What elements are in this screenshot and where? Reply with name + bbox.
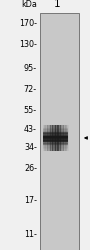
Bar — [55, 125, 56, 151]
Bar — [43, 131, 68, 132]
Bar — [43, 146, 68, 147]
Bar — [43, 130, 68, 131]
Bar — [57, 125, 58, 151]
Bar — [43, 129, 68, 130]
Bar — [63, 125, 64, 151]
Text: 34-: 34- — [24, 143, 37, 152]
Text: 43-: 43- — [24, 125, 37, 134]
Bar — [43, 146, 68, 147]
Bar — [43, 125, 44, 151]
Text: 11-: 11- — [24, 230, 37, 239]
Bar — [43, 125, 68, 126]
Bar — [50, 125, 51, 151]
Bar — [58, 125, 59, 151]
Bar — [43, 142, 68, 143]
Bar — [65, 125, 66, 151]
Bar — [62, 125, 63, 151]
Bar — [43, 138, 68, 139]
Text: 17-: 17- — [24, 196, 37, 205]
Bar — [43, 141, 68, 142]
Bar — [47, 125, 48, 151]
Bar — [43, 124, 68, 125]
Bar — [43, 129, 68, 130]
Bar — [43, 128, 68, 129]
Bar — [43, 149, 68, 150]
Text: 130-: 130- — [19, 40, 37, 49]
Bar — [43, 134, 68, 135]
Bar — [43, 127, 68, 128]
Bar — [59, 125, 60, 151]
Bar — [53, 125, 54, 151]
Bar — [51, 125, 52, 151]
Bar — [52, 125, 53, 151]
Bar — [67, 125, 68, 151]
Bar — [43, 150, 68, 151]
Bar — [64, 125, 65, 151]
Bar — [45, 125, 46, 151]
Bar — [61, 125, 62, 151]
Bar — [66, 125, 67, 151]
Bar — [54, 125, 55, 151]
Bar — [43, 134, 68, 135]
Bar — [43, 143, 68, 144]
Bar — [43, 141, 68, 142]
Bar — [43, 136, 68, 137]
Text: 1: 1 — [53, 0, 60, 9]
Bar — [55, 125, 56, 151]
Bar — [60, 125, 61, 151]
Text: 72-: 72- — [24, 85, 37, 94]
Bar — [44, 125, 45, 151]
Bar — [43, 145, 68, 146]
Text: kDa: kDa — [21, 0, 37, 9]
Bar — [45, 125, 46, 151]
Bar — [40, 13, 79, 250]
Bar — [43, 139, 68, 140]
Bar — [43, 148, 68, 149]
Bar — [43, 137, 68, 138]
Bar — [43, 125, 68, 126]
Bar — [52, 125, 53, 151]
Bar — [60, 125, 61, 151]
Bar — [65, 125, 66, 151]
Bar — [46, 125, 47, 151]
Text: 26-: 26- — [24, 164, 37, 173]
Bar — [48, 125, 49, 151]
Bar — [43, 138, 68, 139]
Bar — [43, 135, 68, 136]
Bar — [43, 149, 68, 150]
Bar — [50, 125, 51, 151]
Bar — [66, 125, 67, 151]
Bar — [43, 128, 68, 129]
Bar — [47, 125, 48, 151]
Bar — [43, 126, 68, 127]
Text: 55-: 55- — [24, 106, 37, 115]
Bar — [43, 147, 68, 148]
Bar — [43, 144, 68, 145]
Bar — [43, 145, 68, 146]
Bar — [49, 125, 50, 151]
Bar — [43, 150, 68, 151]
Bar — [44, 125, 45, 151]
Bar — [43, 137, 68, 138]
Bar — [58, 125, 59, 151]
Bar — [56, 125, 57, 151]
Bar — [63, 125, 64, 151]
Bar — [43, 133, 68, 134]
Bar — [68, 125, 69, 151]
Bar — [43, 133, 68, 134]
Bar — [43, 132, 68, 133]
Bar — [43, 132, 68, 133]
Bar — [43, 140, 68, 141]
Text: 170-: 170- — [19, 19, 37, 28]
Bar — [43, 142, 68, 143]
Text: 95-: 95- — [24, 64, 37, 73]
